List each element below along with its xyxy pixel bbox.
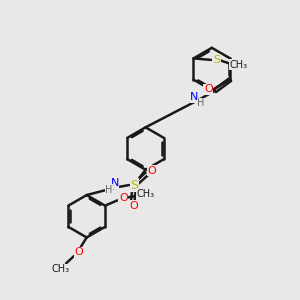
Text: CH₃: CH₃ <box>52 264 70 274</box>
Text: O: O <box>129 201 138 211</box>
Text: N: N <box>190 92 199 102</box>
Text: S: S <box>213 55 220 65</box>
Text: O: O <box>74 247 83 257</box>
Text: O: O <box>119 193 128 203</box>
Text: N: N <box>110 178 119 188</box>
Text: S: S <box>130 178 138 191</box>
Text: H: H <box>105 185 112 195</box>
Text: CH₃: CH₃ <box>136 189 155 199</box>
Text: O: O <box>148 166 156 176</box>
Text: H: H <box>197 98 204 108</box>
Text: CH₃: CH₃ <box>230 60 248 70</box>
Text: O: O <box>204 84 213 94</box>
